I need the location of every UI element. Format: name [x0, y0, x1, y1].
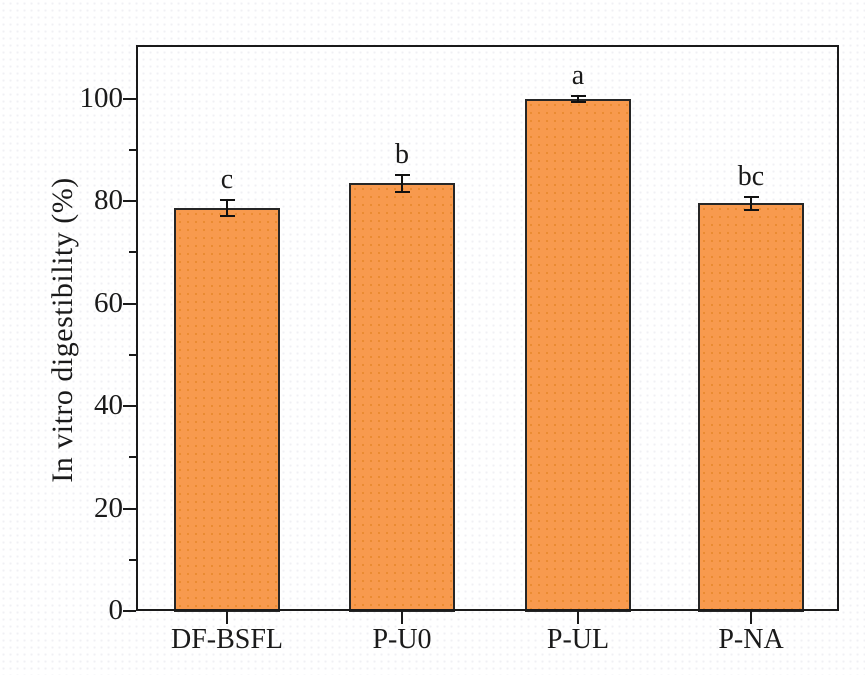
error-bar-stem [577, 95, 579, 104]
x-tick-label: P-NA [718, 624, 784, 655]
significance-letter-dfbsfl: c [220, 164, 234, 196]
bar-pul [525, 99, 631, 612]
y-tick-label: 60 [94, 286, 123, 319]
significance-letter-pu0: b [395, 138, 409, 170]
error-bar-cap-bottom [219, 214, 235, 217]
x-tick-label: DF-BSFL [170, 624, 284, 655]
y-tick-label: 40 [94, 389, 123, 422]
y-minor-tick [129, 558, 136, 561]
x-major-tick [577, 611, 579, 624]
error-bar-stem [750, 195, 752, 211]
error-bar-pul [570, 95, 586, 104]
x-major-tick [401, 611, 403, 624]
y-minor-tick [129, 149, 136, 151]
y-tick-label: 100 [79, 81, 124, 114]
significance-letter-pul: a [571, 60, 585, 92]
error-bar-cap-bottom [743, 208, 759, 211]
x-major-tick [750, 611, 752, 624]
y-minor-tick [129, 353, 136, 356]
bar-pna [698, 203, 804, 612]
error-bar-stem [401, 173, 403, 193]
x-major-tick [226, 611, 228, 624]
y-major-tick [123, 302, 136, 305]
y-minor-tick [129, 251, 136, 254]
error-bar-pu0 [394, 173, 410, 193]
bar-dfbsfl [174, 207, 280, 612]
y-minor-tick [129, 456, 136, 459]
y-major-tick [123, 507, 136, 510]
y-tick-label: 0 [108, 593, 124, 626]
x-tick-label: P-UL [546, 624, 610, 655]
significance-letter-pna: bc [737, 160, 765, 192]
y-axis-title: In vitro digestibility (%) [46, 177, 79, 483]
y-major-tick [123, 405, 136, 408]
error-bar-cap-bottom [570, 101, 586, 104]
y-major-tick [123, 200, 136, 203]
y-major-tick [123, 610, 136, 612]
error-bar-pna [743, 195, 759, 211]
error-bar-cap-bottom [394, 190, 410, 193]
bar-pu0 [349, 183, 455, 612]
y-tick-label: 80 [94, 184, 123, 217]
x-tick-label: P-U0 [372, 624, 432, 655]
error-bar-dfbsfl [219, 199, 235, 217]
y-major-tick [123, 97, 136, 100]
error-bar-stem [226, 199, 228, 217]
y-tick-label: 20 [94, 491, 123, 524]
